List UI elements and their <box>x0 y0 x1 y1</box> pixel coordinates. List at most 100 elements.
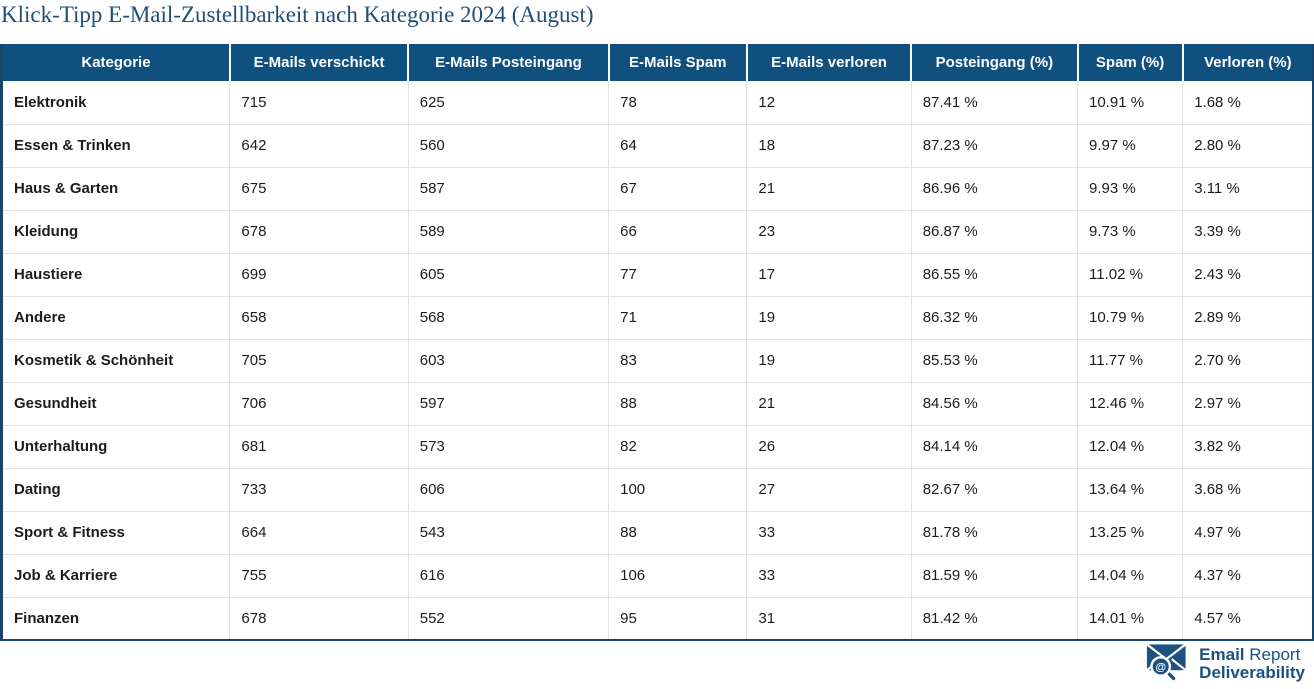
value-cell: 755 <box>229 553 409 597</box>
value-cell: 81.42 % <box>911 596 1079 640</box>
table-row: Finanzen 678 552 95 31 81.42 % 14.01 % 4.57 % <box>1 596 1313 640</box>
logo-word-email: Email <box>1199 644 1245 664</box>
value-cell: 13.64 % <box>1077 467 1184 511</box>
logo-word-report: Report <box>1249 644 1301 664</box>
value-cell: 86.55 % <box>911 252 1079 296</box>
value-cell: 19 <box>746 295 912 339</box>
value-cell: 4.57 % <box>1182 596 1313 640</box>
value-cell: 587 <box>408 166 610 210</box>
value-cell: 705 <box>229 338 409 382</box>
value-cell: 606 <box>408 467 610 511</box>
value-cell: 2.43 % <box>1182 252 1313 296</box>
table-row: Sport & Fitness 664 543 88 33 81.78 % 13.25 % 4… <box>1 510 1313 554</box>
column-header: E-Mails Spam <box>608 44 748 81</box>
value-cell: 543 <box>408 510 610 554</box>
value-cell: 77 <box>608 252 748 296</box>
category-cell: Unterhaltung <box>1 424 231 468</box>
value-cell: 2.70 % <box>1182 338 1313 382</box>
category-cell: Kosmetik & Schönheit <box>1 338 231 382</box>
value-cell: 17 <box>746 252 912 296</box>
table-row: Kleidung 678 589 66 23 86.87 % 9.73 % 3.39 % <box>1 209 1313 253</box>
table-row: Elektronik 715 625 78 12 87.41 % 10.91 % 1.68 % <box>1 81 1313 124</box>
column-header: E-Mails Posteingang <box>408 44 610 81</box>
value-cell: 12 <box>746 81 912 124</box>
value-cell: 10.91 % <box>1077 81 1184 124</box>
deliverability-table: Kategorie E-Mails verschickt E-Mails Poste… <box>0 44 1314 641</box>
value-cell: 71 <box>608 295 748 339</box>
value-cell: 106 <box>608 553 748 597</box>
table-row: Essen & Trinken 642 560 64 18 87.23 % 9.97 % 2.… <box>1 123 1313 167</box>
value-cell: 573 <box>408 424 610 468</box>
value-cell: 11.02 % <box>1077 252 1184 296</box>
column-header: Kategorie <box>1 44 231 81</box>
value-cell: 100 <box>608 467 748 511</box>
value-cell: 19 <box>746 338 912 382</box>
value-cell: 706 <box>229 381 409 425</box>
value-cell: 4.97 % <box>1182 510 1313 554</box>
value-cell: 88 <box>608 510 748 554</box>
value-cell: 81.59 % <box>911 553 1079 597</box>
value-cell: 3.11 % <box>1182 166 1313 210</box>
value-cell: 21 <box>746 381 912 425</box>
value-cell: 84.14 % <box>911 424 1079 468</box>
value-cell: 10.79 % <box>1077 295 1184 339</box>
value-cell: 658 <box>229 295 409 339</box>
value-cell: 3.39 % <box>1182 209 1313 253</box>
table-row: Job & Karriere 755 616 106 33 81.59 % 14.04 % 4… <box>1 553 1313 597</box>
value-cell: 67 <box>608 166 748 210</box>
table-row: Andere 658 568 71 19 86.32 % 10.79 % 2.89 % <box>1 295 1313 339</box>
page-title: Klick-Tipp E-Mail-Zustellbarkeit nach Ka… <box>1 2 594 27</box>
value-cell: 589 <box>408 209 610 253</box>
value-cell: 86.96 % <box>911 166 1079 210</box>
value-cell: 678 <box>229 209 409 253</box>
envelope-magnifier-at-icon: @ <box>1146 641 1192 686</box>
value-cell: 18 <box>746 123 912 167</box>
value-cell: 699 <box>229 252 409 296</box>
value-cell: 715 <box>229 81 409 124</box>
value-cell: 88 <box>608 381 748 425</box>
table-row: Haustiere 699 605 77 17 86.55 % 11.02 % 2.43 % <box>1 252 1313 296</box>
value-cell: 4.37 % <box>1182 553 1313 597</box>
value-cell: 597 <box>408 381 610 425</box>
value-cell: 87.41 % <box>911 81 1079 124</box>
value-cell: 14.01 % <box>1077 596 1184 640</box>
category-cell: Haus & Garten <box>1 166 231 210</box>
value-cell: 82 <box>608 424 748 468</box>
column-header: E-Mails verloren <box>746 44 913 81</box>
value-cell: 31 <box>746 596 912 640</box>
column-header: Verloren (%) <box>1182 44 1313 81</box>
value-cell: 83 <box>608 338 748 382</box>
column-header: Spam (%) <box>1077 44 1184 81</box>
category-cell: Dating <box>1 467 231 511</box>
table-row: Dating 733 606 100 27 82.67 % 13.64 % 3.68 % <box>1 467 1313 511</box>
value-cell: 95 <box>608 596 748 640</box>
value-cell: 9.73 % <box>1077 209 1184 253</box>
value-cell: 9.97 % <box>1077 123 1184 167</box>
category-cell: Finanzen <box>1 596 231 640</box>
value-cell: 82.67 % <box>911 467 1079 511</box>
value-cell: 625 <box>408 81 610 124</box>
category-cell: Sport & Fitness <box>1 510 231 554</box>
value-cell: 642 <box>229 123 409 167</box>
table-row: Unterhaltung 681 573 82 26 84.14 % 12.04 % 3.82… <box>1 424 1313 468</box>
value-cell: 2.80 % <box>1182 123 1313 167</box>
value-cell: 27 <box>746 467 912 511</box>
value-cell: 13.25 % <box>1077 510 1184 554</box>
value-cell: 552 <box>408 596 610 640</box>
value-cell: 33 <box>746 510 912 554</box>
value-cell: 3.82 % <box>1182 424 1313 468</box>
value-cell: 64 <box>608 123 748 167</box>
value-cell: 11.77 % <box>1077 338 1184 382</box>
category-cell: Andere <box>1 295 231 339</box>
category-cell: Essen & Trinken <box>1 123 231 167</box>
category-cell: Elektronik <box>1 81 231 124</box>
value-cell: 560 <box>408 123 610 167</box>
category-cell: Gesundheit <box>1 381 231 425</box>
value-cell: 9.93 % <box>1077 166 1184 210</box>
value-cell: 1.68 % <box>1182 81 1313 124</box>
value-cell: 12.04 % <box>1077 424 1184 468</box>
value-cell: 664 <box>229 510 409 554</box>
value-cell: 21 <box>746 166 912 210</box>
column-header: E-Mails verschickt <box>229 44 410 81</box>
value-cell: 2.97 % <box>1182 381 1313 425</box>
